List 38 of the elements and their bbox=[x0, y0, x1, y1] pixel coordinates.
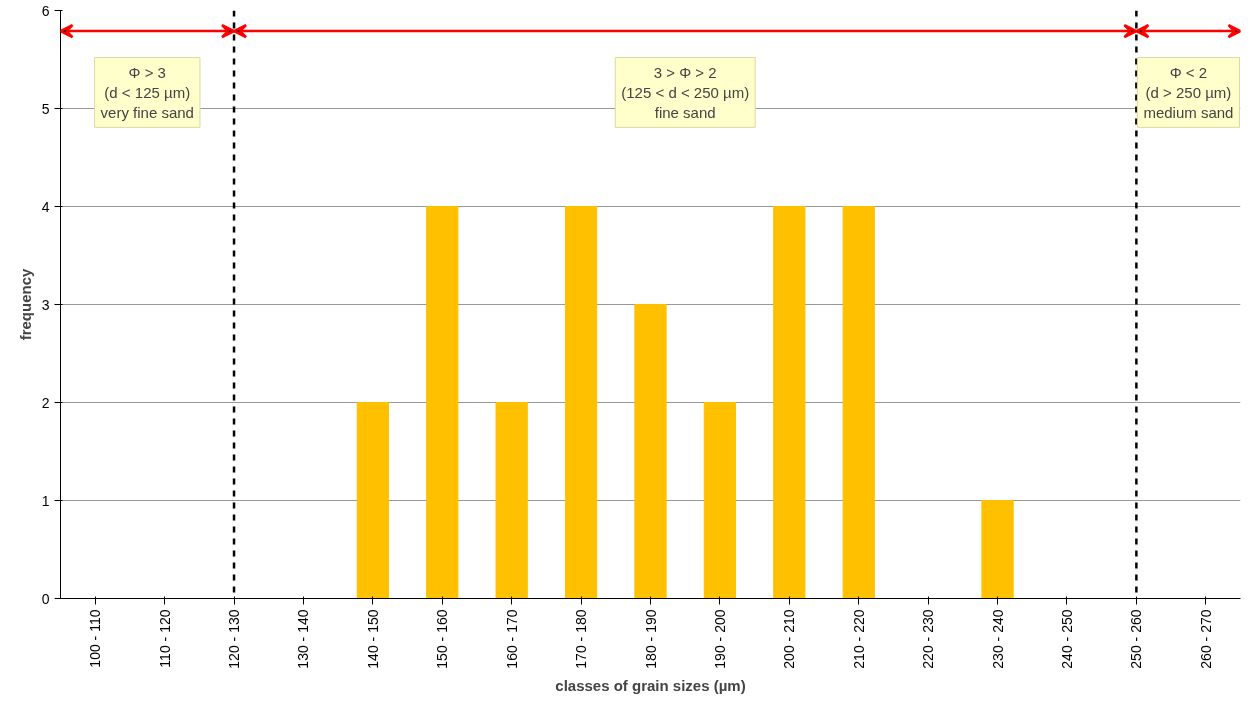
bar bbox=[564, 206, 598, 599]
x-tick-label: 230 - 240 bbox=[989, 609, 1006, 669]
bar bbox=[356, 402, 389, 599]
x-tick-label: 210 - 220 bbox=[850, 609, 867, 669]
x-tick-label: 170 - 180 bbox=[573, 609, 590, 669]
x-tick-label: 260 - 270 bbox=[1197, 609, 1214, 669]
y-tick-label: 6 bbox=[41, 2, 50, 19]
y-tick-label: 4 bbox=[41, 198, 50, 215]
y-tick-label: 3 bbox=[41, 296, 50, 313]
x-tick-label: 160 - 170 bbox=[503, 609, 520, 669]
x-tick-label: 240 - 250 bbox=[1058, 609, 1075, 669]
x-tick-label: 130 - 140 bbox=[295, 609, 312, 669]
y-axis-title: frequency bbox=[16, 268, 34, 341]
x-tick-label: 220 - 230 bbox=[920, 609, 937, 669]
x-tick-label: 110 - 120 bbox=[156, 609, 173, 668]
x-tick-label: 250 - 260 bbox=[1128, 609, 1145, 669]
bar bbox=[773, 206, 806, 599]
x-tick-label: 120 - 130 bbox=[226, 609, 243, 669]
annotation: 3 > Φ > 2 (125 < d < 250 µm) fine sand bbox=[621, 63, 750, 122]
x-tick-label: 100 - 110 bbox=[87, 609, 104, 668]
bar bbox=[981, 500, 1014, 599]
annotation: Φ > 3 (d < 125 µm) very fine sand bbox=[100, 63, 194, 122]
bar bbox=[842, 206, 875, 599]
x-tick-label: 180 - 190 bbox=[642, 609, 659, 669]
annotation: Φ < 2 (d > 250 µm) medium sand bbox=[1143, 63, 1234, 122]
y-tick-label: 2 bbox=[41, 394, 50, 411]
x-tick-label: 150 - 160 bbox=[434, 609, 451, 669]
y-tick-label: 1 bbox=[41, 492, 50, 509]
bar bbox=[426, 206, 459, 599]
bar bbox=[634, 304, 667, 599]
y-tick-label: 0 bbox=[41, 590, 50, 607]
x-tick-label: 200 - 210 bbox=[781, 609, 798, 669]
x-tick-label: 190 - 200 bbox=[711, 609, 728, 669]
x-tick-label: 140 - 150 bbox=[364, 609, 381, 669]
bar bbox=[495, 402, 528, 599]
x-axis-title: classes of grain sizes (µm) bbox=[555, 676, 746, 694]
bar bbox=[703, 402, 737, 599]
y-tick-label: 5 bbox=[41, 100, 50, 117]
